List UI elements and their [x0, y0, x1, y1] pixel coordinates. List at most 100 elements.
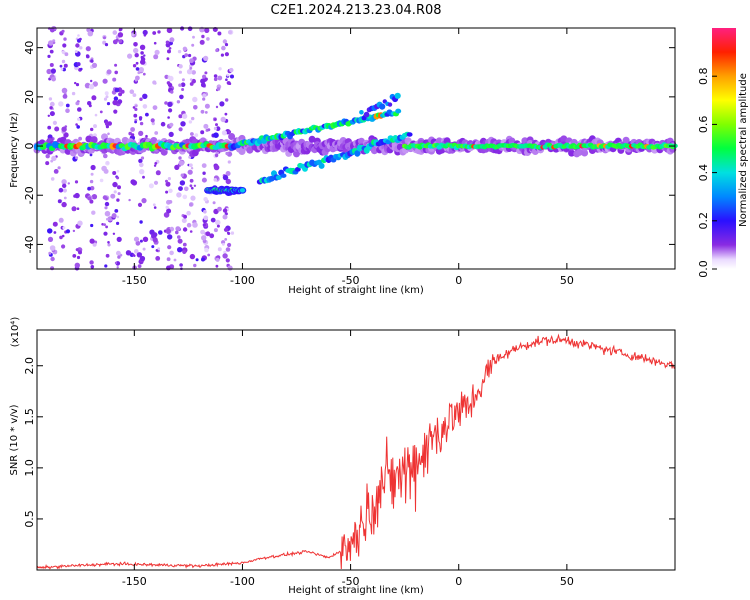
spectrogram-cell [74, 262, 81, 268]
spectrogram-cell [116, 198, 120, 202]
spectrogram-cell [142, 29, 148, 36]
colorbar: 0.0 0.2 0.4 0.6 0.8 Normalized spectral ampl… [697, 28, 749, 278]
spectrogram-cell [75, 83, 80, 87]
spectrogram-cell [135, 240, 141, 246]
spectrogram-cell [207, 128, 211, 132]
spectrogram-cell [193, 263, 197, 268]
spectrogram-cell [213, 74, 218, 78]
spectrogram-cell [354, 150, 361, 157]
spectrogram-cell [104, 264, 108, 268]
spectrogram-cell [133, 254, 136, 257]
spectrogram-cell [191, 43, 195, 47]
spectrogram-cell [76, 255, 81, 260]
spectrogram-cell [137, 264, 142, 268]
spectrogram-cell [189, 82, 194, 86]
spectrogram-cell [177, 238, 183, 244]
spectrogram-cell [47, 114, 50, 118]
spectrogram-cell [220, 116, 226, 123]
spectrogram-cell [112, 171, 117, 175]
spectrogram-cell [178, 114, 183, 119]
spectrogram-cell [61, 201, 67, 208]
spectrogram-cell [102, 40, 107, 45]
spectrogram-cell [167, 116, 170, 119]
spectrogram-cell [116, 250, 121, 256]
spectrogram-cell [99, 178, 104, 183]
spectrogram-cell [154, 162, 158, 165]
spectrogram-cell [92, 242, 97, 247]
spectrogram-x-tick-label: 0 [455, 274, 462, 287]
spectrogram-cell [228, 133, 236, 140]
spectrogram-cell [52, 120, 58, 125]
spectrogram-cell [225, 247, 231, 252]
snr-y-tick-label: 1.0 [23, 459, 36, 477]
spectrogram-cell [47, 125, 52, 130]
spectrogram-cell [216, 224, 220, 228]
spectrogram-cell [90, 79, 93, 83]
spectrogram-cell [189, 58, 194, 64]
spectrogram-cell [210, 217, 216, 223]
spectrogram-cell [280, 173, 287, 178]
spectrogram-cell [107, 121, 112, 126]
spectrogram-cell [62, 43, 67, 48]
spectrogram-cell [154, 49, 160, 55]
spectrogram-cell [213, 228, 218, 233]
spectrogram-cell [294, 167, 301, 172]
spectrogram-cell [133, 42, 138, 47]
spectrogram-cell [184, 186, 189, 192]
spectrogram-cell [225, 98, 229, 102]
spectrogram-cell [228, 82, 232, 85]
spectrogram-cell [64, 52, 69, 57]
spectrogram-cell [50, 266, 55, 271]
spectrogram-cell [131, 33, 135, 37]
spectrogram-cell [151, 245, 155, 249]
spectrogram-cell [215, 48, 219, 53]
spectrogram-cell [142, 247, 146, 251]
spectrogram-cell [152, 203, 156, 207]
spectrogram-cell [188, 120, 193, 124]
spectrogram-cell [47, 228, 53, 234]
spectrogram-cell [76, 62, 81, 67]
spectrogram-cell [134, 249, 139, 254]
snr-panel: -150 -100 -50 0 50 0.5 1.0 1.5 2.0 Height of str… [9, 317, 676, 596]
spectrogram-cell [117, 192, 121, 196]
spectrogram-cell [166, 208, 172, 214]
spectrogram-cell [229, 67, 234, 73]
spectrogram-cell [203, 197, 208, 202]
spectrogram-cell [103, 153, 108, 159]
spectrogram-cell [152, 80, 157, 85]
spectrogram-cell [112, 232, 116, 235]
spectrogram-cell [61, 183, 67, 188]
spectrogram-cell [48, 251, 52, 255]
spectrogram-cell [142, 104, 148, 109]
spectrogram-cell [181, 78, 185, 82]
spectrogram-cell [575, 148, 583, 156]
spectrogram-cell [72, 254, 77, 258]
spectrogram-cell [187, 26, 193, 32]
spectrogram-cell [218, 67, 222, 71]
spectrogram-cell [167, 234, 173, 240]
spectrogram-cell [125, 250, 132, 256]
spectrogram-cell [153, 164, 157, 167]
spectrogram-cell [395, 108, 402, 114]
spectrogram-cell [141, 198, 147, 204]
spectrogram-cell [188, 53, 192, 58]
spectrogram-cell [90, 127, 94, 132]
spectrogram-cell [205, 231, 211, 237]
spectrogram-cell [87, 196, 92, 201]
spectrogram-cell [225, 258, 230, 263]
spectrogram-cell [186, 210, 191, 216]
spectrogram-cell [137, 71, 141, 75]
spectrogram-cell [60, 67, 64, 71]
snr-x-tick-label: -100 [230, 575, 255, 588]
spectrogram-cell [113, 96, 119, 101]
spectrogram-cell [163, 212, 170, 218]
spectrogram-cell [170, 90, 174, 94]
spectrogram-cell [215, 105, 219, 109]
snr-x-tick-label: 50 [560, 575, 574, 588]
spectrogram-cell [49, 106, 53, 110]
spectrogram-cell [215, 123, 218, 127]
spectrogram-cell [224, 238, 228, 241]
spectrogram-cell [89, 179, 94, 184]
spectrogram-cell [115, 38, 119, 42]
spectrogram-cell [65, 108, 70, 113]
